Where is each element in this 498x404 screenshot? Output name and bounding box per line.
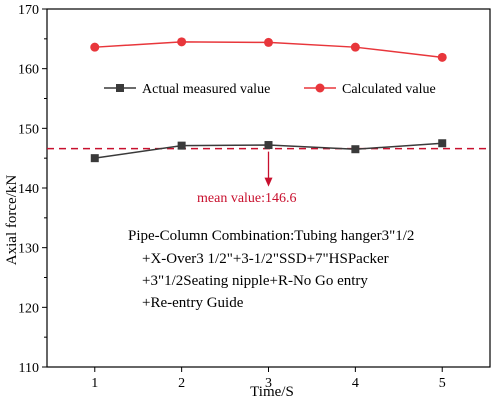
legend-label-2: Calculated value	[342, 82, 436, 97]
y-tick-label: 130	[18, 242, 39, 257]
data-point-square	[351, 145, 360, 154]
x-tick-label: 1	[91, 376, 98, 391]
composition-line-4: +Re-entry Guide	[142, 295, 244, 311]
legend-marker-square	[116, 84, 124, 92]
y-axis-label: Axial force/kN	[4, 175, 20, 266]
composition-line-2: +X-Over3 1/2"+3-1/2"SSD+7"HSPacker	[142, 251, 389, 267]
y-tick-label: 110	[19, 361, 39, 376]
series-layer	[90, 37, 447, 163]
x-tick-label: 2	[178, 376, 185, 391]
y-axis: 110 120 130 140 150 160 170	[18, 3, 47, 376]
y-tick-label: 170	[18, 3, 39, 18]
legend-label-1: Actual measured value	[142, 82, 270, 97]
data-point-circle	[264, 37, 273, 47]
data-point-square	[438, 139, 447, 148]
data-point-square	[177, 141, 186, 150]
data-point-circle	[90, 42, 100, 52]
y-tick-label: 160	[18, 63, 39, 78]
mean-value-label: mean value:146.6	[197, 191, 297, 206]
legend: Actual measured value Calculated value	[104, 82, 436, 97]
y-tick-label: 140	[18, 182, 39, 197]
y-tick-label: 120	[18, 301, 39, 316]
x-tick-label: 5	[439, 376, 446, 391]
legend-marker-circle	[315, 83, 325, 93]
x-axis: 1 2 3 4 5	[91, 367, 446, 391]
mean-arrow-head	[264, 177, 273, 187]
x-tick-label: 4	[352, 376, 359, 391]
data-point-circle	[437, 52, 447, 62]
x-axis-label: Time/S	[250, 384, 294, 400]
composition-line-3: +3"1/2Seating nipple+R-No Go entry	[142, 273, 368, 289]
x-tick-label: 3	[265, 376, 272, 391]
composition-line-1: Pipe-Column Combination:Tubing hanger3"1…	[128, 228, 414, 244]
data-point-square	[264, 141, 273, 150]
data-point-square	[90, 154, 99, 163]
y-tick-label: 150	[18, 122, 39, 137]
data-point-circle	[350, 42, 360, 52]
data-point-circle	[177, 37, 187, 47]
